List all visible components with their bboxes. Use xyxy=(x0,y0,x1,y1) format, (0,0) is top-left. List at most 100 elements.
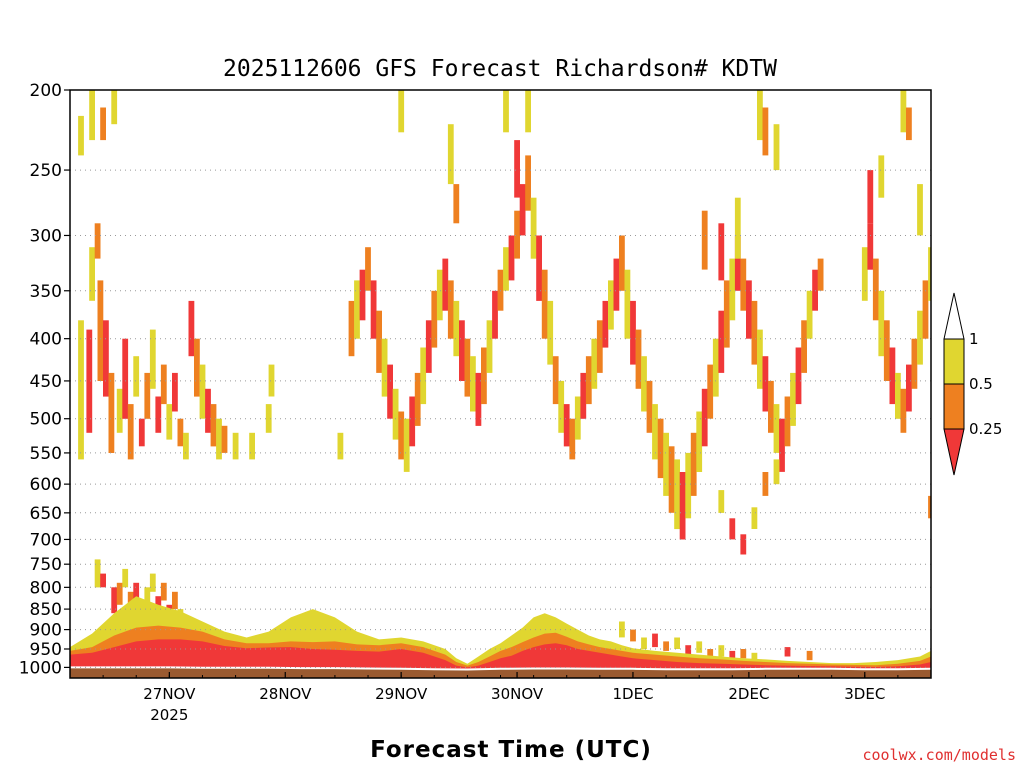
ri-cell xyxy=(210,404,217,447)
ri-cell xyxy=(746,280,752,339)
ri-cell xyxy=(817,258,824,291)
ri-cell xyxy=(481,347,487,405)
ri-cell xyxy=(541,269,548,339)
x-axis-label: Forecast Time (UTC) xyxy=(370,737,652,763)
ri-cell xyxy=(674,637,680,649)
ri-cell xyxy=(906,364,912,412)
ri-cell xyxy=(663,432,669,496)
ri-cell xyxy=(928,495,931,519)
y-tick-label: 750 xyxy=(30,555,62,575)
ri-cell xyxy=(425,320,432,373)
surface-line xyxy=(70,666,931,671)
ri-cell xyxy=(398,90,405,133)
y-tick-label: 850 xyxy=(30,600,62,620)
colorbar-over-arrow xyxy=(943,292,965,340)
ri-cell xyxy=(442,258,449,311)
ri-cell xyxy=(103,320,109,397)
ri-cell xyxy=(144,587,151,605)
ri-cell xyxy=(801,320,807,373)
ri-cell xyxy=(216,418,222,460)
colorbar-under-arrow xyxy=(943,428,965,476)
x-tick-label: 3DEC xyxy=(844,685,885,703)
ri-cell xyxy=(922,280,929,339)
ri-cell xyxy=(679,472,686,540)
ri-cell xyxy=(409,396,416,447)
ri-cell xyxy=(387,364,393,419)
colorbar-legend: 1 0.5 0.25 xyxy=(943,292,1002,476)
ri-cell xyxy=(160,582,167,601)
ri-cell xyxy=(376,310,382,373)
ri-cell xyxy=(917,310,923,365)
y-tick-label: 350 xyxy=(30,282,62,302)
ri-cell xyxy=(630,629,636,642)
ri-cell xyxy=(812,269,818,311)
x-tick-label: 27NOV xyxy=(143,685,196,703)
ri-cell xyxy=(431,290,438,348)
ri-cell xyxy=(657,418,664,479)
ri-cell xyxy=(464,338,471,397)
ri-cell xyxy=(652,633,658,648)
ri-cell xyxy=(97,280,104,381)
ri-cell xyxy=(111,587,118,614)
y-tick-label: 500 xyxy=(30,410,62,430)
ri-cell xyxy=(917,184,923,236)
ri-cell xyxy=(690,432,697,496)
ri-cell xyxy=(563,404,570,447)
ri-cell xyxy=(707,364,714,419)
ri-cell xyxy=(773,459,780,485)
ri-cell xyxy=(166,404,173,440)
ri-cell xyxy=(718,223,725,281)
ri-cell xyxy=(116,388,123,433)
ri-cell xyxy=(718,645,725,657)
ri-cell xyxy=(878,290,885,357)
ri-cell xyxy=(928,247,931,301)
ri-cell xyxy=(641,356,647,412)
ri-cell xyxy=(194,338,200,397)
ri-cell xyxy=(663,641,669,651)
ri-cell xyxy=(497,269,504,311)
ri-cell xyxy=(867,223,874,270)
ri-cell xyxy=(86,329,93,433)
ri-cell xyxy=(525,90,531,133)
y-tick-label: 1000 xyxy=(19,658,62,678)
ri-cell xyxy=(177,418,184,447)
ri-cell xyxy=(872,258,879,321)
ri-cell xyxy=(619,621,625,638)
ri-cell xyxy=(133,356,140,397)
ri-cell xyxy=(268,364,275,397)
ri-cell xyxy=(900,90,907,133)
y-axis: 200 250 300 350 400 450 500 550 600 650 700 750 8008… xyxy=(19,81,70,678)
ri-cell xyxy=(624,269,631,339)
x-tick-label: 28NOV xyxy=(259,685,312,703)
ri-cell xyxy=(447,124,454,185)
ri-cell xyxy=(100,107,106,141)
ri-cell xyxy=(519,184,526,236)
ri-cell xyxy=(503,247,509,291)
ri-cell xyxy=(420,347,427,405)
ri-cell xyxy=(149,573,156,592)
ri-cell xyxy=(569,418,576,460)
ri-cell xyxy=(127,404,134,460)
ri-cell xyxy=(729,258,736,321)
chart-title: 2025112606 GFS Forecast Richardson# KDTW xyxy=(223,56,777,82)
ri-cell xyxy=(403,418,410,472)
ri-cell xyxy=(249,432,255,460)
ri-cell xyxy=(492,290,498,339)
ri-cell xyxy=(729,518,736,540)
ri-cell xyxy=(580,372,587,419)
ri-cell xyxy=(94,223,101,259)
ri-cell xyxy=(591,338,598,389)
colorbar-tick-label: 0.25 xyxy=(969,420,1002,438)
y-tick-label: 900 xyxy=(30,621,62,641)
ri-cell xyxy=(337,432,344,460)
x-tick-sublabel: 2025 xyxy=(150,706,188,724)
ri-cell xyxy=(144,372,151,419)
ri-cell xyxy=(723,280,730,348)
ri-cell xyxy=(784,396,791,447)
y-tick-label: 400 xyxy=(30,330,62,350)
ri-cell xyxy=(861,247,868,301)
ri-cell xyxy=(475,372,482,426)
ri-cell xyxy=(718,490,725,513)
ri-cell xyxy=(734,235,741,291)
ri-cell xyxy=(685,452,692,519)
